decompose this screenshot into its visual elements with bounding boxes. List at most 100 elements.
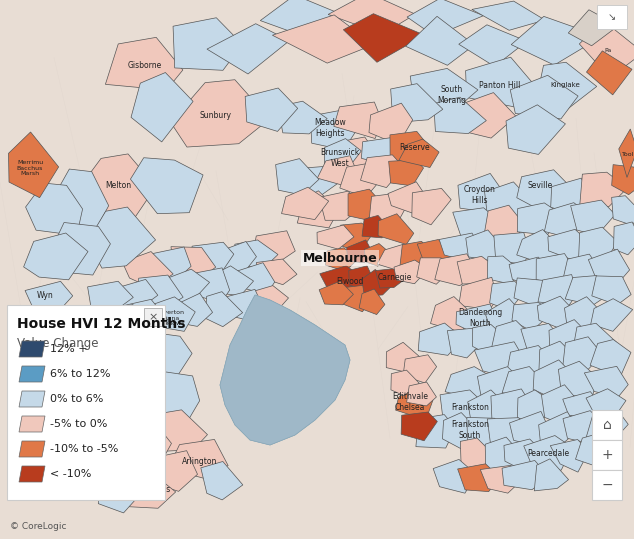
Polygon shape bbox=[564, 297, 602, 334]
Polygon shape bbox=[396, 384, 433, 420]
FancyBboxPatch shape bbox=[7, 305, 165, 500]
Text: Sunbury: Sunbury bbox=[199, 110, 231, 120]
FancyBboxPatch shape bbox=[592, 470, 622, 500]
Polygon shape bbox=[538, 63, 597, 109]
Polygon shape bbox=[585, 367, 628, 397]
Text: House HVI 12 Months: House HVI 12 Months bbox=[17, 317, 186, 331]
Polygon shape bbox=[51, 223, 110, 275]
Polygon shape bbox=[456, 304, 498, 337]
Polygon shape bbox=[568, 10, 618, 46]
Polygon shape bbox=[84, 343, 156, 394]
Polygon shape bbox=[472, 324, 509, 358]
Polygon shape bbox=[184, 268, 230, 303]
Polygon shape bbox=[412, 189, 451, 225]
Polygon shape bbox=[361, 137, 409, 167]
Polygon shape bbox=[401, 412, 437, 441]
Polygon shape bbox=[325, 139, 361, 173]
Polygon shape bbox=[105, 37, 183, 90]
Polygon shape bbox=[122, 333, 192, 384]
Text: -10% to -5%: -10% to -5% bbox=[50, 444, 119, 454]
Text: -5% to 0%: -5% to 0% bbox=[50, 419, 107, 429]
Polygon shape bbox=[212, 241, 257, 277]
FancyBboxPatch shape bbox=[592, 440, 622, 470]
Polygon shape bbox=[406, 16, 474, 65]
Polygon shape bbox=[586, 389, 626, 421]
Polygon shape bbox=[311, 110, 358, 150]
Polygon shape bbox=[25, 183, 82, 236]
Text: 12% +: 12% + bbox=[50, 344, 87, 354]
Polygon shape bbox=[563, 392, 600, 419]
Polygon shape bbox=[418, 323, 463, 355]
Polygon shape bbox=[517, 230, 564, 263]
Text: South
Morang: South Morang bbox=[437, 86, 467, 105]
Text: Seville: Seville bbox=[527, 181, 553, 190]
Polygon shape bbox=[344, 13, 425, 63]
Polygon shape bbox=[361, 155, 404, 188]
Text: Elwood: Elwood bbox=[336, 278, 364, 287]
Polygon shape bbox=[391, 370, 419, 396]
Polygon shape bbox=[458, 174, 508, 212]
Polygon shape bbox=[485, 299, 524, 333]
Polygon shape bbox=[506, 105, 566, 154]
Polygon shape bbox=[406, 382, 436, 406]
Polygon shape bbox=[434, 97, 486, 134]
Polygon shape bbox=[512, 302, 553, 331]
Polygon shape bbox=[317, 225, 354, 249]
Polygon shape bbox=[474, 342, 526, 375]
Polygon shape bbox=[235, 240, 278, 270]
Polygon shape bbox=[459, 25, 527, 66]
Polygon shape bbox=[222, 289, 264, 322]
Polygon shape bbox=[586, 51, 632, 95]
Polygon shape bbox=[205, 292, 243, 327]
Text: < -10%: < -10% bbox=[50, 469, 91, 479]
Text: Pa: Pa bbox=[604, 47, 612, 52]
Polygon shape bbox=[562, 337, 602, 374]
Polygon shape bbox=[579, 172, 627, 206]
Polygon shape bbox=[317, 156, 356, 186]
Polygon shape bbox=[453, 208, 498, 243]
Polygon shape bbox=[146, 247, 191, 281]
Text: Melbourne: Melbourne bbox=[302, 252, 377, 265]
Text: Tool: Tool bbox=[622, 153, 634, 157]
Polygon shape bbox=[484, 205, 526, 244]
Text: ×: × bbox=[148, 312, 158, 322]
Polygon shape bbox=[281, 187, 328, 219]
Polygon shape bbox=[261, 0, 341, 33]
Polygon shape bbox=[460, 438, 496, 472]
Polygon shape bbox=[448, 328, 484, 358]
Text: ↘: ↘ bbox=[608, 12, 616, 22]
Polygon shape bbox=[563, 411, 602, 444]
FancyBboxPatch shape bbox=[144, 308, 162, 326]
Polygon shape bbox=[168, 439, 228, 478]
Polygon shape bbox=[494, 233, 530, 264]
Polygon shape bbox=[42, 313, 85, 345]
Polygon shape bbox=[403, 355, 437, 383]
Polygon shape bbox=[559, 361, 598, 399]
Polygon shape bbox=[320, 266, 361, 292]
Polygon shape bbox=[43, 440, 100, 479]
Polygon shape bbox=[417, 239, 453, 264]
Polygon shape bbox=[201, 461, 243, 500]
Polygon shape bbox=[19, 416, 45, 432]
Polygon shape bbox=[319, 191, 364, 220]
Polygon shape bbox=[138, 275, 183, 313]
Polygon shape bbox=[524, 436, 573, 470]
Polygon shape bbox=[517, 203, 563, 235]
Polygon shape bbox=[507, 345, 555, 375]
Polygon shape bbox=[579, 227, 618, 262]
Polygon shape bbox=[131, 158, 203, 213]
Polygon shape bbox=[113, 279, 158, 312]
Polygon shape bbox=[17, 360, 74, 408]
Polygon shape bbox=[586, 412, 628, 444]
Polygon shape bbox=[46, 354, 110, 402]
Text: Carnegie: Carnegie bbox=[378, 273, 412, 282]
Polygon shape bbox=[443, 412, 483, 453]
Polygon shape bbox=[390, 132, 431, 164]
Polygon shape bbox=[19, 441, 45, 457]
Polygon shape bbox=[362, 216, 390, 238]
Polygon shape bbox=[340, 164, 384, 197]
Polygon shape bbox=[565, 275, 609, 305]
Polygon shape bbox=[245, 286, 288, 313]
Polygon shape bbox=[146, 297, 195, 331]
Polygon shape bbox=[504, 439, 543, 472]
